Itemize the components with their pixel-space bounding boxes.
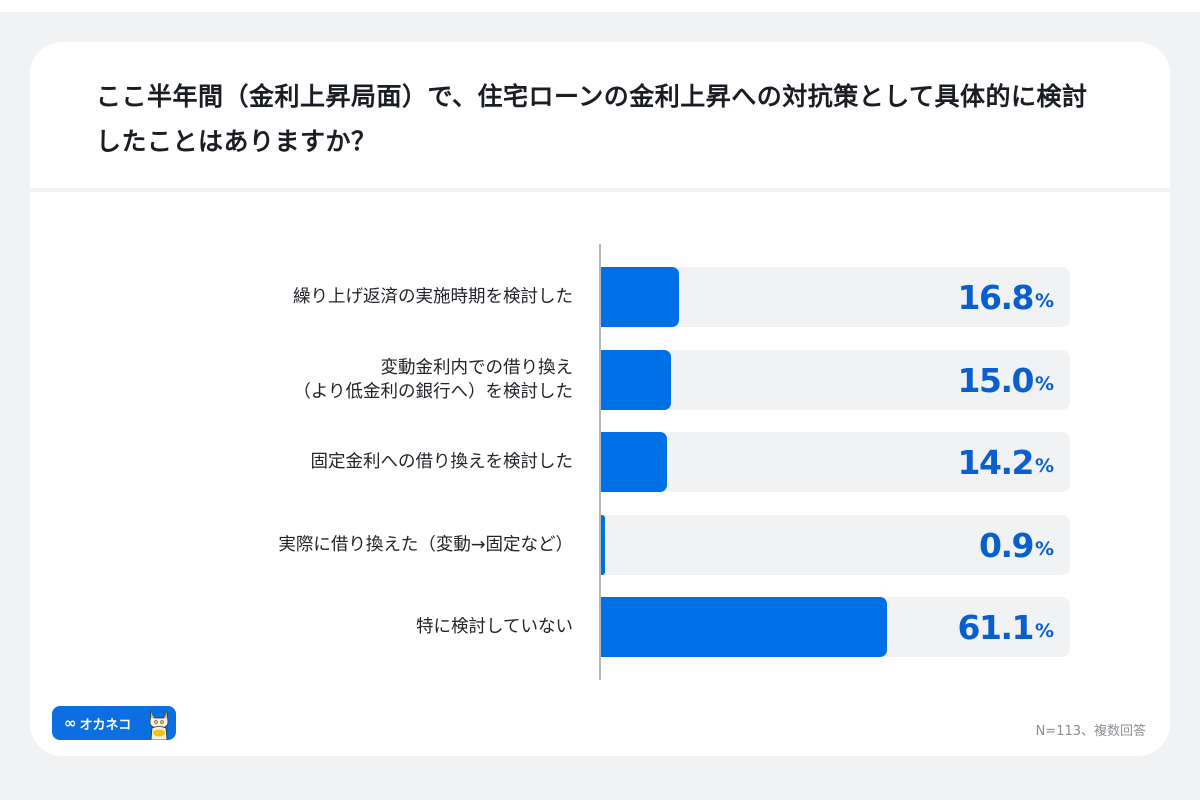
- bar-value-number: 16.8: [957, 277, 1035, 317]
- bar-value: 61.1%: [958, 597, 1054, 657]
- logo-text: オカネコ: [79, 717, 132, 733]
- percent-unit: %: [1034, 620, 1054, 642]
- bar-fill: [600, 350, 671, 410]
- bar-label-line: 特に検討していない: [416, 617, 573, 637]
- bar-fill: [600, 597, 888, 657]
- bar-track: 15.0%: [600, 350, 1070, 410]
- bar-value: 16.8%: [958, 267, 1054, 327]
- bar-fill: [600, 432, 667, 492]
- bar-label-line: 変動金利内での借り換え: [380, 358, 574, 378]
- bar-label-line: （より低金利の銀行へ）を検討した: [293, 382, 573, 402]
- bar-row: 特に検討していない 61.1%: [30, 597, 1170, 657]
- chart-card: ここ半年間（金利上昇局面）で、住宅ローンの金利上昇への対抗策として具体的に検討し…: [30, 42, 1170, 756]
- bar-label: 実際に借り換えた（変動→固定など）: [278, 515, 573, 575]
- bar-label: 特に検討していない: [416, 597, 573, 657]
- bar-chart: 繰り上げ返済の実施時期を検討した 16.8% 変動金利内での借り換え （より低金利の銀…: [30, 192, 1170, 756]
- sample-size-note: N=113、複数回答: [1035, 724, 1146, 739]
- bar-row: 繰り上げ返済の実施時期を検討した 16.8%: [30, 267, 1170, 327]
- bar-value-number: 61.1: [957, 607, 1035, 647]
- bar-label-line: 実際に借り換えた（変動→固定など）: [278, 535, 573, 555]
- card-header: ここ半年間（金利上昇局面）で、住宅ローンの金利上昇への対抗策として具体的に検討し…: [30, 42, 1170, 188]
- bar-row: 固定金利への借り換えを検討した 14.2%: [30, 432, 1170, 492]
- bar-label-line: 固定金利への借り換えを検討した: [310, 452, 574, 472]
- percent-unit: %: [1034, 290, 1054, 312]
- bar-row: 変動金利内での借り換え （より低金利の銀行へ）を検討した 15.0%: [30, 350, 1170, 410]
- bar-label-line: 繰り上げ返済の実施時期を検討した: [293, 287, 573, 307]
- bar-label: 繰り上げ返済の実施時期を検討した: [293, 267, 573, 327]
- bar-track: 16.8%: [600, 267, 1070, 327]
- bar-fill: [600, 267, 679, 327]
- bar-label: 変動金利内での借り換え （より低金利の銀行へ）を検討した: [293, 350, 573, 410]
- bar-row: 実際に借り換えた（変動→固定など） 0.9%: [30, 515, 1170, 575]
- percent-unit: %: [1034, 538, 1054, 560]
- percent-unit: %: [1034, 455, 1054, 477]
- bar-value-number: 15.0: [957, 360, 1035, 400]
- bar-track: 0.9%: [600, 515, 1070, 575]
- okaneko-logo: ∞ オカネコ: [52, 706, 176, 740]
- bar-value-number: 0.9: [978, 525, 1034, 565]
- bar-value-number: 14.2: [957, 442, 1035, 482]
- header-divider: [30, 188, 1170, 192]
- percent-unit: %: [1034, 373, 1054, 395]
- cat-mascot-icon: [149, 710, 169, 740]
- chart-title: ここ半年間（金利上昇局面）で、住宅ローンの金利上昇への対抗策として具体的に検討し…: [96, 82, 1088, 156]
- infinity-icon: ∞: [64, 714, 76, 732]
- bar-value: 0.9%: [979, 515, 1054, 575]
- y-axis-line: [599, 244, 601, 680]
- bar-fill: [600, 515, 605, 575]
- bar-track: 14.2%: [600, 432, 1070, 492]
- bar-value: 15.0%: [958, 350, 1054, 410]
- top-strip: [0, 0, 1200, 12]
- bar-label: 固定金利への借り換えを検討した: [311, 432, 574, 492]
- bar-track: 61.1%: [600, 597, 1070, 657]
- bar-value: 14.2%: [958, 432, 1054, 492]
